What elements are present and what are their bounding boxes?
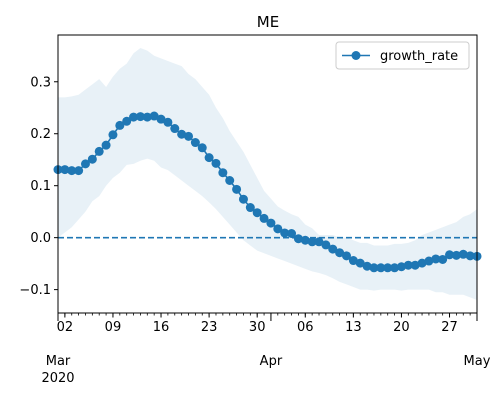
data-point <box>80 159 90 169</box>
data-point <box>390 263 400 273</box>
data-point <box>60 165 70 175</box>
data-point <box>424 256 434 266</box>
data-point <box>115 120 125 130</box>
data-point <box>142 112 152 122</box>
data-point <box>335 248 345 258</box>
x-month-label: Mar <box>46 354 71 369</box>
y-tick-label: −0.1 <box>19 283 51 298</box>
data-point <box>184 131 194 141</box>
data-point <box>293 234 303 244</box>
data-point <box>287 229 297 238</box>
x-tick-label: 02 <box>57 320 74 335</box>
data-point <box>396 262 406 272</box>
legend-frame <box>335 41 470 70</box>
data-point <box>129 112 139 122</box>
x-tick-label: 09 <box>105 320 122 335</box>
data-point <box>403 260 413 270</box>
chart-title: ME <box>257 13 279 31</box>
data-point <box>156 114 166 124</box>
data-point <box>87 154 97 164</box>
data-point <box>362 261 372 271</box>
x-year-label: 2020 <box>41 371 74 386</box>
data-point <box>348 256 358 266</box>
data-point <box>149 111 159 121</box>
data-point <box>218 168 228 178</box>
confidence-band <box>58 47 477 301</box>
data-point <box>465 251 475 261</box>
data-point <box>314 237 324 247</box>
data-point <box>67 166 77 176</box>
y-tick-label: 0.1 <box>30 179 51 194</box>
data-point <box>341 251 351 261</box>
plot-frame <box>57 34 478 314</box>
y-tick-label: 0.3 <box>30 75 51 90</box>
data-point <box>135 112 145 122</box>
data-point <box>300 235 310 245</box>
data-point <box>108 130 118 140</box>
data-point <box>94 146 104 156</box>
data-point <box>280 228 290 238</box>
x-tick-label: 16 <box>153 320 170 335</box>
data-point <box>238 194 248 204</box>
data-point <box>122 116 132 126</box>
data-point <box>225 176 235 185</box>
x-tick-label: 20 <box>393 320 410 335</box>
legend-marker <box>351 51 361 60</box>
data-point <box>458 249 468 259</box>
data-point <box>101 140 111 150</box>
data-point <box>417 258 427 268</box>
data-point <box>232 184 242 194</box>
data-point <box>328 244 338 254</box>
data-point <box>451 250 461 260</box>
data-point <box>170 124 180 134</box>
data-point <box>431 254 441 264</box>
data-point <box>438 254 448 264</box>
x-tick-label: 27 <box>441 320 458 335</box>
data-point <box>369 263 379 273</box>
data-point <box>383 263 393 273</box>
legend-label: growth_rate <box>380 49 458 64</box>
x-month-label: Apr <box>260 354 283 369</box>
data-point <box>245 203 255 213</box>
x-tick-label: 06 <box>297 320 314 335</box>
data-point <box>190 138 200 148</box>
plot-area <box>53 47 482 301</box>
x-tick-label: 23 <box>201 320 218 335</box>
y-tick-label: 0.0 <box>30 231 51 246</box>
data-point <box>177 129 187 139</box>
data-point <box>266 218 276 228</box>
data-point <box>376 263 386 273</box>
x-tick-label: 13 <box>345 320 362 335</box>
data-point <box>410 260 420 270</box>
legend: growth_rate <box>335 41 470 70</box>
data-point <box>211 158 221 168</box>
data-point <box>204 153 214 163</box>
data-point <box>74 166 84 176</box>
y-tick-label: 0.2 <box>30 127 51 142</box>
x-month-label: May <box>464 354 491 369</box>
axes: −0.1 0.0 0.1 0.2 0.3 02 09 16 23 30 06 13 20 27 Mar 202… <box>19 34 491 386</box>
data-point <box>197 143 207 153</box>
data-point <box>273 224 283 234</box>
x-tick-label: 30 <box>249 320 266 335</box>
data-point <box>355 258 365 268</box>
data-point <box>321 240 331 250</box>
data-point <box>259 213 269 223</box>
data-point <box>307 237 317 247</box>
data-point <box>445 250 455 260</box>
data-point <box>163 117 173 127</box>
data-point <box>252 208 262 218</box>
